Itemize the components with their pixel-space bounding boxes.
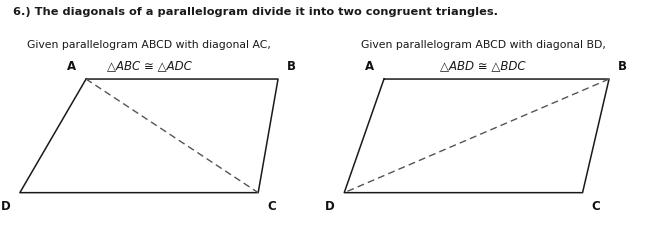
Text: B: B: [618, 60, 627, 73]
Text: A: A: [365, 60, 374, 73]
Text: △ABD ≅ △BDC: △ABD ≅ △BDC: [440, 59, 526, 72]
Text: 6.) The diagonals of a parallelogram divide it into two congruent triangles.: 6.) The diagonals of a parallelogram div…: [13, 7, 498, 17]
Text: D: D: [325, 200, 334, 213]
Text: △ABC ≅ △ADC: △ABC ≅ △ADC: [107, 59, 191, 72]
Text: C: C: [591, 200, 600, 213]
Text: B: B: [287, 60, 296, 73]
Text: Given parallelogram ABCD with diagonal BD,: Given parallelogram ABCD with diagonal B…: [361, 40, 606, 49]
Text: A: A: [67, 60, 76, 73]
Text: D: D: [1, 200, 10, 213]
Text: Given parallelogram ABCD with diagonal AC,: Given parallelogram ABCD with diagonal A…: [27, 40, 271, 49]
Text: C: C: [267, 200, 276, 213]
